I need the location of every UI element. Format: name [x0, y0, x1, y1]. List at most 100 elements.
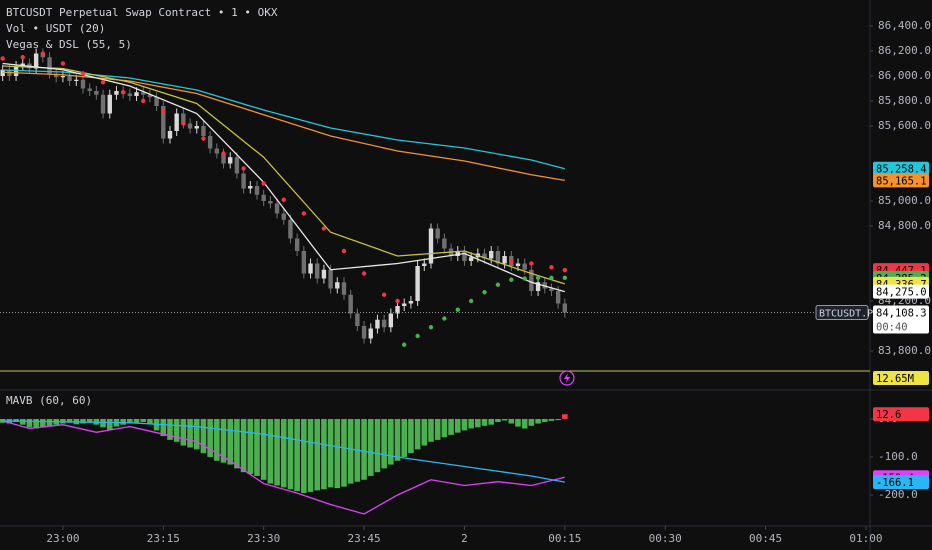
price-tag-label: 12.6 — [876, 409, 901, 421]
candle-body — [174, 113, 179, 131]
price-tag-label: -166.1 — [876, 477, 914, 489]
candle-body — [462, 251, 467, 261]
histogram-bar — [260, 418, 267, 480]
price-tag-box — [873, 475, 929, 490]
histogram-bar — [548, 418, 555, 421]
histogram-bar — [294, 418, 300, 492]
histogram-bar — [254, 418, 260, 476]
histogram-bar — [193, 418, 200, 450]
dsl-dot — [241, 166, 246, 171]
candle-body — [147, 94, 153, 98]
histogram-bar — [347, 418, 354, 484]
histogram-bar — [314, 418, 321, 491]
candle-body — [214, 148, 220, 154]
candle-body — [167, 131, 173, 139]
candle-body — [422, 263, 427, 266]
candle-body — [154, 97, 159, 106]
dsl-dot — [428, 325, 434, 330]
candle-body — [549, 288, 554, 291]
indicator-line — [2, 420, 565, 515]
histogram-bar — [535, 418, 541, 424]
dsl-dot — [562, 275, 568, 281]
candle-body — [87, 88, 92, 91]
histogram-bar — [267, 418, 274, 484]
dsl-dot — [455, 307, 460, 312]
dsl-dot — [395, 298, 400, 304]
histogram-bar — [381, 418, 387, 469]
candle-body — [388, 313, 394, 328]
dsl-dot — [0, 56, 5, 61]
histogram-bar — [434, 418, 441, 440]
dsl-dot — [221, 151, 226, 156]
candle-body — [221, 153, 226, 164]
candle-body — [495, 251, 501, 264]
dsl-dot — [415, 333, 420, 339]
candle-body — [100, 94, 106, 114]
histogram-bar — [200, 418, 207, 454]
histogram-bar — [180, 418, 187, 446]
histogram-bar — [488, 418, 495, 425]
histogram-bar — [100, 418, 106, 428]
histogram-bar — [401, 418, 408, 457]
price-tag-box — [873, 284, 929, 299]
candle-body — [321, 269, 327, 279]
candle-body — [341, 282, 347, 295]
histogram-bar — [541, 418, 548, 423]
candle-body — [194, 126, 199, 129]
last-price-label: 84,108.3 — [876, 307, 927, 319]
histogram-bar — [321, 418, 327, 490]
legend-volume: Vol • USDT (20) — [6, 22, 105, 35]
candle-body — [375, 319, 380, 329]
x-tick-label: 00:45 — [749, 532, 782, 545]
price-tag-box — [873, 407, 929, 422]
histogram-bar — [66, 418, 73, 423]
candle-body — [288, 219, 293, 239]
volume-tag: 12.65M — [876, 373, 914, 385]
candle-body — [315, 263, 320, 279]
volume-tag-box — [873, 371, 929, 385]
candle-body — [308, 263, 313, 274]
candle-body — [241, 173, 246, 189]
price-tag-box — [873, 161, 929, 176]
y-tick-label: 86,400.0 — [878, 19, 931, 32]
histogram-bar — [408, 418, 414, 454]
histogram-bar — [40, 418, 46, 427]
histogram-bar — [374, 418, 381, 473]
dsl-dot — [341, 248, 347, 254]
dsl-dot — [161, 108, 166, 114]
candle-body — [74, 79, 79, 81]
dsl-dot — [468, 298, 474, 304]
candle-body — [515, 263, 521, 266]
axes: 83,800.084,200.084,800.085,000.085,600.0… — [0, 19, 931, 545]
candle-body — [201, 126, 206, 136]
candle-body — [348, 294, 353, 314]
candle-body — [361, 326, 367, 339]
candle-body — [187, 123, 193, 129]
x-tick-label: 01:00 — [849, 532, 882, 545]
candle-body — [402, 303, 407, 306]
histogram-bar — [274, 418, 280, 486]
dsl-dot — [20, 55, 25, 60]
candle-body — [535, 282, 541, 291]
histogram-bar — [86, 418, 93, 423]
candle-body — [248, 186, 253, 189]
candle-body — [94, 91, 99, 95]
histogram-bar — [287, 418, 294, 490]
histogram-bar — [33, 418, 39, 429]
symbol-tag: BTCUSDT.P — [819, 308, 873, 319]
candle-body — [555, 291, 561, 304]
dsl-dot — [562, 267, 568, 273]
symbol-tag-box — [815, 304, 869, 320]
dsl-dot — [301, 211, 307, 216]
last-price-box — [873, 305, 929, 334]
candle-body — [268, 201, 273, 204]
indicator-line — [2, 65, 566, 285]
histogram-bar — [220, 418, 227, 463]
candle-body — [529, 269, 534, 291]
main-pane — [0, 48, 568, 347]
y-tick-label: 86,200.0 — [878, 44, 931, 57]
alert-icon[interactable] — [559, 370, 575, 386]
y-tick-label: 85,800.0 — [878, 94, 931, 107]
dsl-dot — [321, 226, 327, 231]
